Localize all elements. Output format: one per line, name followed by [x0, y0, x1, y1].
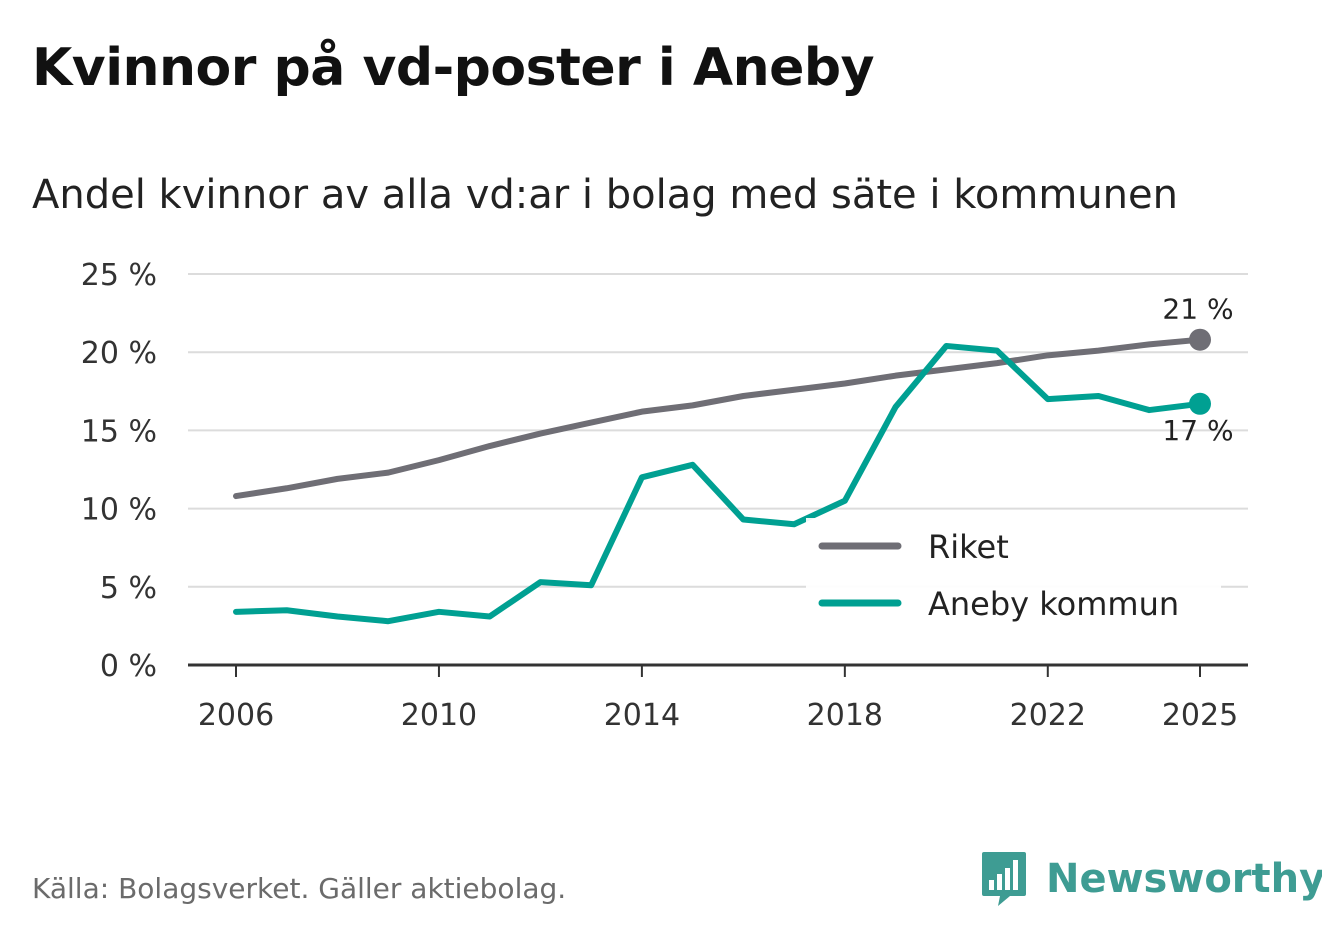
y-tick-label: 20 %	[81, 336, 157, 371]
brand: Newsworthy	[980, 850, 1322, 908]
x-tick-label: 2014	[604, 698, 680, 733]
end-label-aneby: 17 %	[1162, 414, 1233, 447]
line-chart: 0 %5 %10 %15 %20 %25 % 2006 2010 2014 2018 2…	[81, 258, 1248, 733]
chart-subtitle: Andel kvinnor av alla vd:ar i bolag med …	[32, 172, 1178, 218]
x-tick-label: 2010	[401, 698, 477, 733]
end-label-riket: 21 %	[1162, 293, 1233, 326]
x-tick-label: 2025	[1162, 698, 1238, 733]
y-tick-label: 15 %	[81, 414, 157, 449]
x-tick-label: 2018	[807, 698, 883, 733]
end-point-riket	[1189, 328, 1211, 351]
x-tick-label: 2022	[1010, 698, 1086, 733]
series-line-riket	[233, 336, 1203, 500]
x-axis: 2006 2010 2014 2018 2022 2025	[188, 663, 1248, 733]
chart-title: Kvinnor på vd-poster i Aneby	[32, 38, 875, 98]
series-lines: 21 % 17 %	[233, 293, 1234, 625]
legend: Riket Aneby kommun	[806, 518, 1221, 636]
legend-label: Riket	[928, 528, 1009, 566]
source-note: Källa: Bolagsverket. Gäller aktiebolag.	[32, 872, 567, 905]
y-tick-label: 0 %	[100, 649, 157, 684]
x-tick-label: 2006	[198, 698, 274, 733]
legend-label: Aneby kommun	[928, 585, 1179, 623]
y-tick-label: 25 %	[81, 258, 157, 293]
y-tick-label: 10 %	[81, 493, 157, 528]
end-point-aneby	[1189, 392, 1211, 415]
y-axis: 0 % 5 % 10 % 15 % 20 % 25 %	[81, 258, 157, 684]
series-line-aneby	[233, 342, 1203, 625]
y-tick-label: 5 %	[100, 571, 157, 606]
newsworthy-logo-icon	[982, 852, 1026, 906]
legend-box	[806, 518, 1221, 636]
brand-name: Newsworthy	[1046, 856, 1322, 902]
